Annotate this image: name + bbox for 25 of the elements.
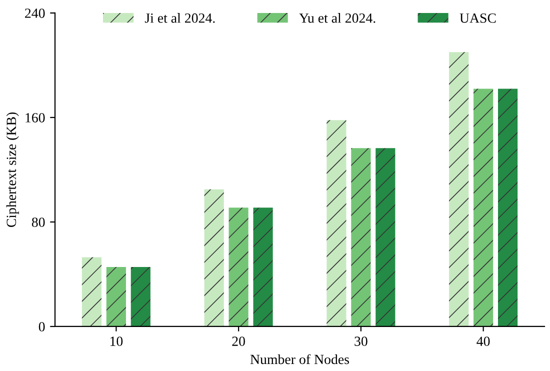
x-tick-label: 30 [354, 336, 368, 346]
y-tick-label: 160 [26, 113, 45, 122]
legend-label: UASC [460, 13, 496, 23]
bar [204, 189, 224, 326]
x-tick-label: 10 [110, 336, 123, 346]
y-tick-label: 240 [25, 8, 45, 18]
bar [474, 88, 494, 326]
legend-label: Yu et al 2024. [299, 13, 376, 23]
legend-label: Ji et al 2024. [144, 13, 215, 23]
bar [351, 148, 371, 326]
x-axis-title: Number of Nodes [250, 354, 350, 364]
x-tick-label: 40 [476, 336, 490, 346]
bar [449, 52, 469, 326]
bar [82, 257, 102, 326]
bar [130, 267, 150, 326]
y-axis-title: Ciphertext size (KB) [6, 112, 19, 228]
y-tick-label: 80 [32, 218, 45, 227]
bar [326, 120, 346, 326]
bar [253, 208, 273, 326]
y-tick-label: 0 [38, 322, 45, 332]
bar [106, 267, 126, 326]
bar [498, 88, 518, 326]
x-tick-label: 20 [232, 336, 245, 346]
bar [228, 208, 248, 326]
bar [376, 148, 396, 326]
